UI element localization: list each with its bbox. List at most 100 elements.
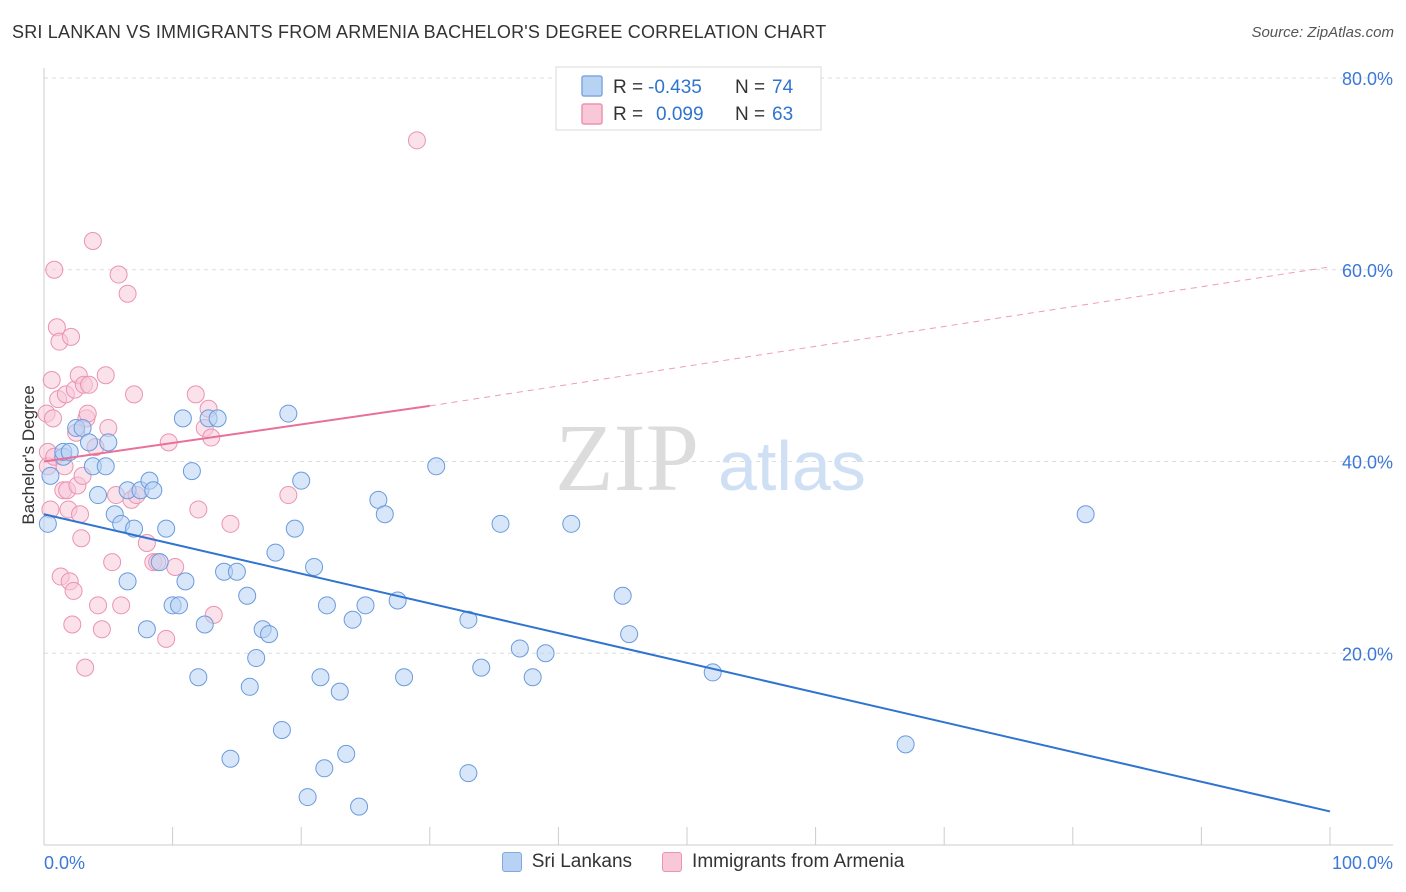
srilankan-point (80, 433, 99, 452)
srilankan-trend-line (43, 513, 1331, 813)
srilankan-point (285, 519, 304, 538)
srilankan-point (279, 404, 298, 423)
stats-r-value-blue: -0.435 (648, 77, 702, 98)
watermark-atlas: atlas (718, 427, 866, 505)
armenia-point (118, 284, 137, 303)
y-tick-label-60: 60.0% (1342, 261, 1393, 281)
srilankan-point (472, 658, 491, 677)
armenia-point (407, 131, 426, 150)
watermark-zip: ZIP (555, 404, 699, 511)
srilankan-point (118, 572, 137, 591)
stats-legend: R = -0.435 N = 74 R = 0.099 N = 63 (555, 66, 822, 131)
srilankan-point (330, 682, 349, 701)
srilankan-point (305, 557, 324, 576)
srilankan-point (459, 610, 478, 629)
srilankan-point (189, 668, 208, 687)
srilankan-point (337, 744, 356, 763)
srilankan-point (227, 562, 246, 581)
series-srilankan-points (38, 404, 1095, 816)
srilankan-point (266, 543, 285, 562)
srilankan-point (896, 735, 915, 754)
srilankan-point (315, 759, 334, 778)
series-armenia-points (37, 131, 426, 677)
stats-legend-blue-swatch (581, 75, 603, 97)
srilankan-point (350, 797, 369, 816)
srilankan-point (137, 620, 156, 639)
armenia-point (62, 327, 81, 346)
armenia-point (109, 265, 128, 284)
armenia-point (92, 620, 111, 639)
srilankan-point (99, 433, 118, 452)
source-label: Source: ZipAtlas.com (1251, 24, 1394, 41)
srilankan-point (173, 409, 192, 428)
stats-n-label-blue: N = (735, 77, 765, 98)
armenia-point (72, 529, 91, 548)
stats-r-label-blue: R = (613, 77, 643, 98)
bottom-legend: Sri Lankans Immigrants from Armenia (0, 851, 1406, 873)
armenia-trend-extension (429, 266, 1331, 407)
x-tick-min: 0.0% (44, 853, 85, 873)
chart-title: SRI LANKAN VS IMMIGRANTS FROM ARMENIA BA… (12, 22, 827, 42)
legend-label-armenia: Immigrants from Armenia (692, 851, 905, 872)
srilankan-point (176, 572, 195, 591)
armenia-point (103, 553, 122, 572)
srilankan-point (195, 615, 214, 634)
armenia-point (186, 385, 205, 404)
armenia-point (125, 385, 144, 404)
armenia-point (45, 260, 64, 279)
srilankan-point (395, 668, 414, 687)
legend-item-sri-lankans[interactable]: Sri Lankans (501, 851, 633, 873)
srilankan-point (247, 649, 266, 668)
legend-label-sri-lankans: Sri Lankans (531, 851, 633, 872)
armenia-point (64, 581, 83, 600)
stats-legend-pink-swatch (581, 103, 603, 125)
srilankan-point (60, 442, 79, 461)
srilankan-point (96, 457, 115, 476)
armenia-point (83, 231, 102, 250)
armenia-point (89, 596, 108, 615)
srilankan-point (38, 514, 57, 533)
srilankan-point (1076, 505, 1095, 524)
srilankan-point (613, 586, 632, 605)
srilankan-point (182, 462, 201, 481)
srilankan-point (89, 486, 108, 505)
y-tick-labels: 20.0% 40.0% 60.0% 80.0% (1342, 69, 1393, 664)
srilankan-point (157, 519, 176, 538)
srilankan-point (260, 625, 279, 644)
stats-r-label-pink: R = (613, 104, 643, 125)
srilankan-point (240, 677, 259, 696)
armenia-point (42, 371, 61, 390)
legend-swatch-blue (501, 852, 522, 872)
srilankan-point (343, 610, 362, 629)
armenia-point (76, 658, 95, 677)
srilankan-point (375, 505, 394, 524)
srilankan-point (144, 481, 163, 500)
armenia-point (63, 615, 82, 634)
legend-item-armenia[interactable]: Immigrants from Armenia (662, 851, 904, 873)
srilankan-point (510, 639, 529, 658)
srilankan-point (272, 720, 291, 739)
armenia-point (112, 596, 131, 615)
srilankan-point (311, 668, 330, 687)
srilankan-point (536, 644, 555, 663)
y-tick-label-40: 40.0% (1342, 453, 1393, 473)
srilankan-point (491, 514, 510, 533)
srilankan-point (523, 668, 542, 687)
srilankan-point (427, 457, 446, 476)
srilankan-point (221, 749, 240, 768)
y-tick-label-20: 20.0% (1342, 644, 1393, 664)
armenia-point (157, 629, 176, 648)
srilankan-point (620, 625, 639, 644)
srilankan-point (298, 788, 317, 807)
armenia-point (221, 514, 240, 533)
armenia-point (279, 486, 298, 505)
watermark: ZIP atlas (555, 404, 866, 511)
srilankan-point (459, 764, 478, 783)
stats-r-value-pink: 0.099 (656, 104, 704, 125)
stats-n-value-blue: 74 (772, 77, 794, 98)
stats-n-value-pink: 63 (772, 104, 793, 125)
srilankan-point (292, 471, 311, 490)
stats-n-label-pink: N = (735, 104, 765, 125)
armenia-point (189, 500, 208, 519)
